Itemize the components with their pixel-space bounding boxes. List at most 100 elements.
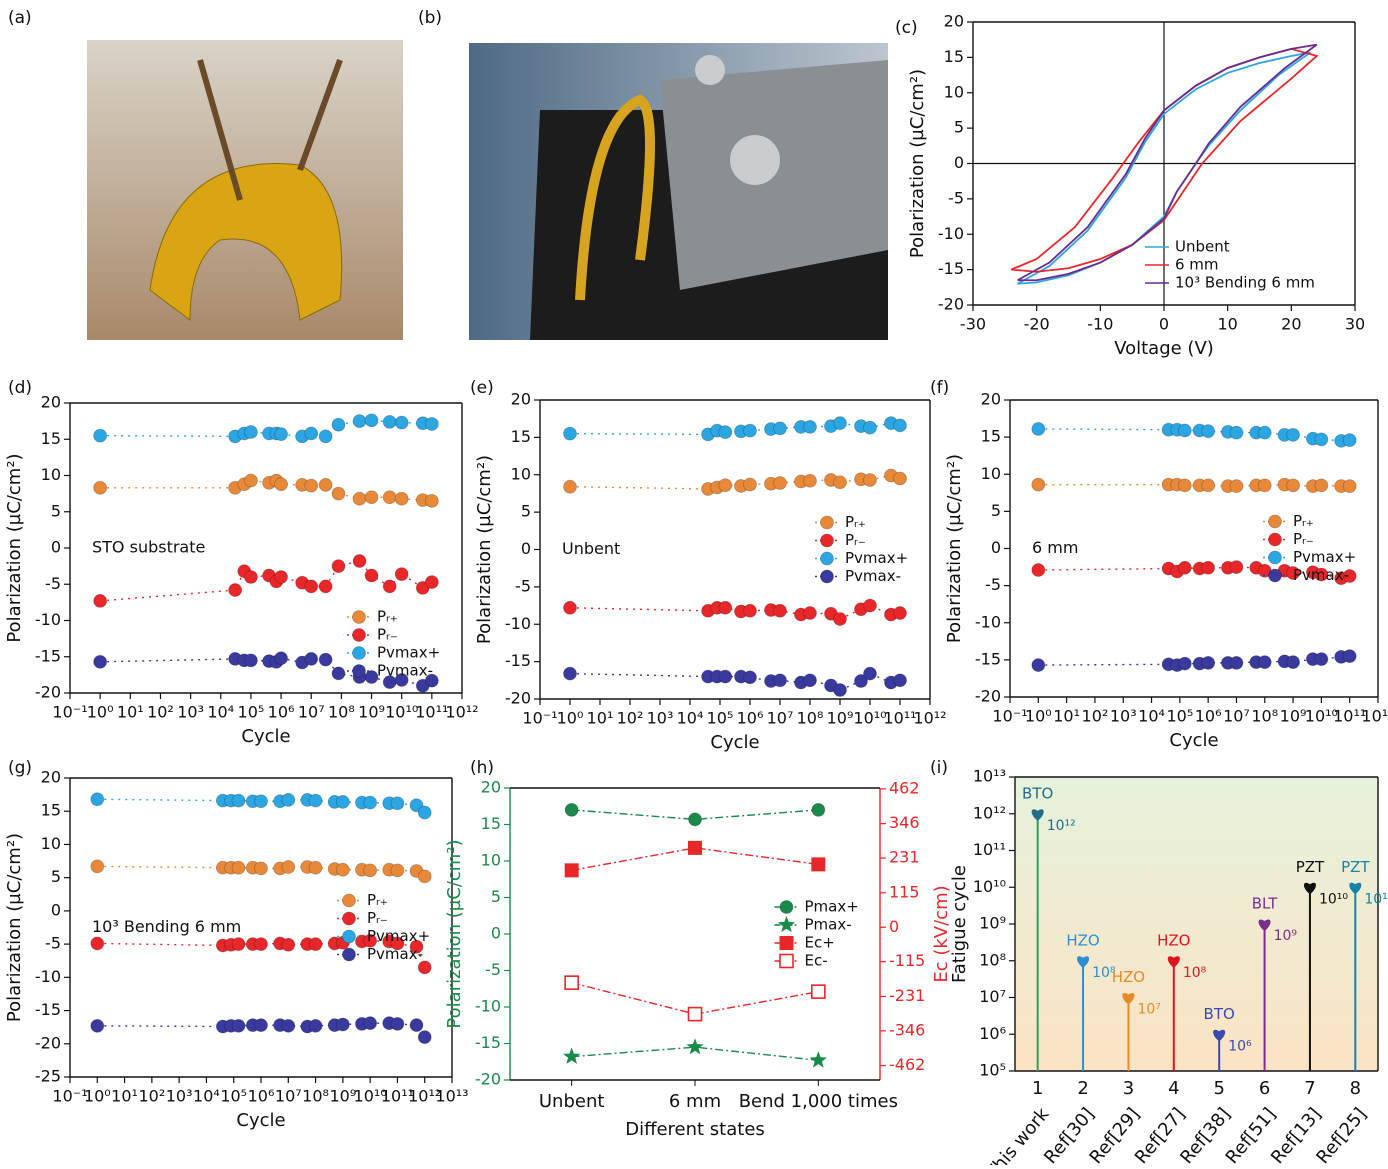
x-axis-title: Different states: [625, 1119, 765, 1140]
marker: [744, 478, 757, 491]
marker: [319, 478, 332, 491]
marker: [894, 674, 907, 687]
y-tick-label: 0: [954, 153, 964, 172]
marker: [864, 667, 877, 680]
marker: [353, 415, 366, 428]
marker: [564, 480, 577, 493]
x-tick-label: 10⁰: [84, 1087, 111, 1106]
x-tick-label: 10²: [617, 709, 644, 728]
y-tick-label: 10⁸: [979, 950, 1006, 969]
x-tick-label: 10⁷: [298, 703, 325, 722]
marker: [780, 955, 793, 968]
x-tick-label: 10⁵: [220, 1087, 247, 1106]
marker: [309, 1019, 322, 1032]
panel-label: (b): [418, 8, 442, 28]
marker: [391, 1017, 404, 1030]
y-tick-label: 10¹⁰: [973, 877, 1006, 896]
x-tick-label: 10¹: [587, 709, 614, 728]
y-tick-label: -10: [35, 610, 61, 629]
marker: [564, 427, 577, 440]
marker: [275, 478, 288, 491]
panel-label: (f): [930, 378, 949, 398]
marker: [232, 794, 245, 807]
marker: [1287, 656, 1300, 669]
marker: [305, 479, 318, 492]
y-tick-label: 10¹³: [973, 767, 1006, 786]
x-tick-label: 10¹: [117, 703, 144, 722]
marker: [894, 607, 907, 620]
legend-label: Pvmax+: [367, 927, 430, 945]
marker: [810, 1051, 827, 1067]
marker: [1178, 561, 1191, 574]
marker: [391, 797, 404, 810]
panel-label: (e): [470, 378, 494, 398]
y-tick-label: -5: [45, 574, 61, 593]
marker: [255, 862, 268, 875]
x-tick-label: -20: [1024, 315, 1050, 334]
marker: [821, 516, 834, 529]
marker: [894, 419, 907, 432]
y2-tick-label: 231: [889, 848, 920, 867]
marker: [780, 936, 794, 950]
x-tick-label: 10⁷: [275, 1087, 302, 1106]
annotation: 10³ Bending 6 mm: [92, 917, 241, 936]
x-index-label: 8: [1350, 1078, 1361, 1099]
marker: [305, 652, 318, 665]
marker: [774, 476, 787, 489]
marker: [689, 813, 702, 826]
x-tick-label: 10¹⁰: [385, 703, 418, 722]
marker: [94, 481, 107, 494]
y-tick-label: -5: [45, 934, 61, 953]
y-tick-label: 0: [991, 538, 1001, 557]
marker: [395, 492, 408, 505]
x-tick-label: 10⁵: [707, 709, 734, 728]
marker: [1258, 479, 1271, 492]
y-tick-label: -5: [485, 960, 501, 979]
marker: [425, 576, 438, 589]
page: (a) (b) (c)-20-15-10-505101520-30-20-100…: [0, 0, 1388, 1169]
y-tick-label: 5: [954, 118, 964, 137]
marker: [1230, 561, 1243, 574]
y-tick-label: 10: [41, 465, 61, 484]
marker: [383, 580, 396, 593]
marker: [1315, 479, 1328, 492]
marker: [812, 803, 825, 816]
marker: [834, 417, 847, 430]
marker: [1202, 425, 1215, 438]
legend-label: Ec+: [805, 934, 835, 952]
y-tick-label: -15: [938, 259, 964, 278]
x-index-label: 6: [1259, 1078, 1270, 1099]
value-label: 10¹⁰: [1319, 891, 1348, 907]
marker: [332, 560, 345, 573]
y2-tick-label: 115: [889, 882, 920, 901]
marker: [821, 570, 834, 583]
marker: [319, 430, 332, 443]
marker: [383, 415, 396, 428]
marker: [343, 894, 356, 907]
marker: [244, 426, 257, 439]
x-tick-label: 10³: [177, 703, 204, 722]
y-tick-label: -20: [505, 689, 531, 708]
x-index-label: 5: [1213, 1078, 1224, 1099]
x-tick-label: Unbent: [539, 1091, 605, 1112]
x-tick-label: 20: [1281, 315, 1301, 334]
marker: [774, 422, 787, 435]
y-tick-label: -20: [35, 683, 61, 702]
y-tick-label: 20: [481, 778, 501, 797]
marker: [353, 611, 366, 624]
marker: [275, 571, 288, 584]
marker: [91, 860, 104, 873]
legend-label: Unbent: [1175, 238, 1230, 256]
marker: [1315, 433, 1328, 446]
marker: [282, 793, 295, 806]
marker: [1258, 656, 1271, 669]
x-index-label: 4: [1168, 1078, 1179, 1099]
x-axis-title: Cycle: [710, 732, 759, 753]
marker: [864, 473, 877, 486]
marker: [425, 418, 438, 431]
y2-tick-label: -346: [889, 1020, 925, 1039]
y-tick-label: 5: [521, 502, 531, 521]
y-axis-title: Polarization (µC/cm²): [4, 453, 25, 642]
marker: [391, 864, 404, 877]
x-tick-label: 10¹²: [1361, 707, 1388, 726]
